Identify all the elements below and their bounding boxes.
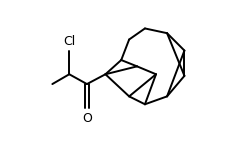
Text: Cl: Cl — [63, 35, 75, 48]
Text: O: O — [82, 112, 92, 125]
